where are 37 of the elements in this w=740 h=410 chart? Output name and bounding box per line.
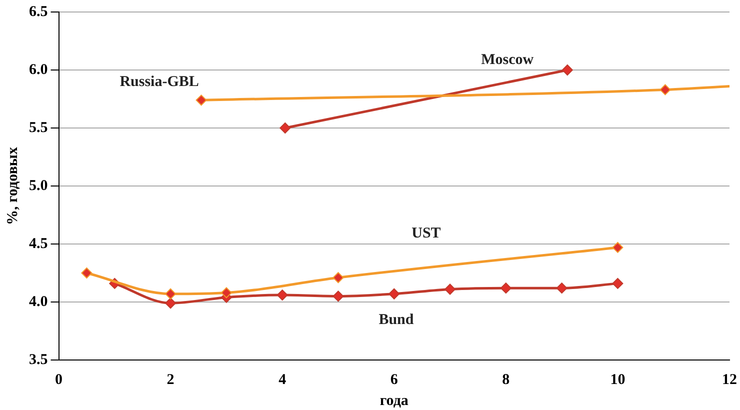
point [444, 284, 456, 295]
point [280, 122, 291, 134]
point [332, 290, 344, 302]
y-tick-label: 6.5 [29, 4, 48, 20]
x-tick-label: 2 [166, 372, 174, 388]
point [276, 290, 288, 301]
point [556, 282, 568, 294]
point [81, 268, 92, 278]
x-tick-label: 0 [55, 372, 62, 388]
point [388, 288, 400, 300]
point [165, 288, 176, 300]
point [562, 64, 573, 76]
y-tick-label: 6.0 [29, 62, 48, 78]
y-tick-label: 3.5 [29, 352, 48, 368]
point [660, 84, 671, 96]
point [165, 298, 176, 309]
point [612, 278, 624, 289]
x-tick-label: 8 [502, 372, 510, 388]
y-tick-label: 4.0 [29, 294, 48, 310]
point [196, 94, 207, 106]
series-label: Bund [378, 312, 414, 328]
point [612, 242, 624, 253]
y-axis-title: %, годовых [4, 146, 21, 226]
x-tick-label: 4 [278, 372, 287, 388]
x-axis-title: года [380, 392, 409, 409]
series-label: Moscow [481, 52, 534, 68]
y-tick-label: 5.5 [29, 120, 48, 136]
point [332, 272, 344, 284]
point [500, 282, 512, 294]
x-tick-label: 10 [610, 372, 626, 388]
series-label: Russia-GBL [120, 74, 199, 90]
x-tick-label: 6 [390, 372, 398, 388]
y-tick-label: 5.0 [29, 178, 48, 194]
x-tick-label: 12 [722, 372, 737, 388]
point [220, 287, 232, 298]
y-tick-label: 4.5 [29, 236, 48, 252]
series-label: UST [412, 226, 441, 242]
